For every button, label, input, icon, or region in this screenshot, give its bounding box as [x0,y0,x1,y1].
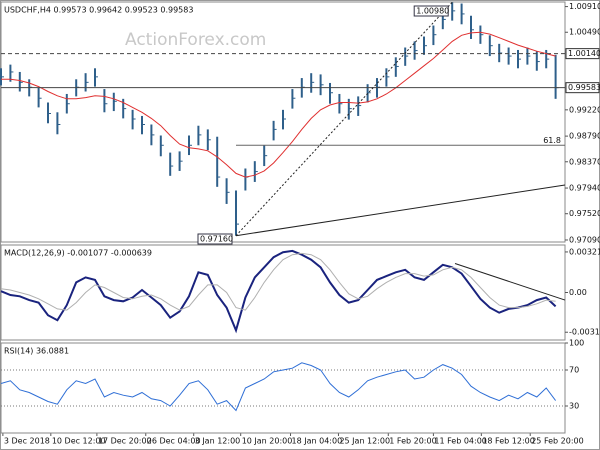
x-tick-label: 1 Feb 20:00 [389,437,436,446]
x-tick-label: 18 Feb 12:00 [482,437,534,446]
y-tick-label: 0.98790 [569,132,600,141]
y-tick-label: 100 [569,339,584,348]
x-tick-label: 10 Jan 20:00 [242,437,293,446]
fib-label: 61.8 [543,136,561,145]
annotation-label: 0.97160 [200,235,233,244]
y-tick-label: 0.98370 [569,157,600,166]
x-tick-label: 17 Dec 20:00 [98,437,152,446]
x-tick-label: 10 Dec 12:00 [52,437,106,446]
watermark: ActionForex.com [125,30,266,50]
x-tick-label: 26 Dec 04:00 [147,437,201,446]
series-line [0,252,556,311]
x-tick-label: 3 Jan 12:00 [195,437,241,446]
y-tick-label: 1.00910 [569,2,600,11]
y-tick-label: -0.003153 [569,328,600,337]
level-label: 0.99583 [568,83,600,92]
trendline [235,184,566,237]
x-tick-label: 11 Feb 04:00 [434,437,486,446]
y-tick-label: 0.99220 [569,105,600,114]
series-line [0,249,557,334]
trendline [454,263,566,301]
trendline [235,1,453,237]
panel [0,1,566,243]
y-tick-label: 0.00 [569,288,587,297]
x-tick-label: 25 Jan 12:00 [339,437,390,446]
x-tick-label: 18 Jan 04:00 [292,437,343,446]
level-label: 1.00140 [568,49,600,58]
moving-average [1,31,556,178]
annotation-box [197,233,233,245]
series-line [0,362,557,412]
y-tick-label: 1.00490 [569,28,600,37]
x-tick-label: 25 Feb 20:00 [531,437,583,446]
x-tick-label: 3 Dec 2018 [4,437,50,446]
panel-title: RSI(14) 36.0881 [4,347,69,356]
y-tick-label: 0.003219 [569,247,600,256]
annotation-label: 1.00980 [416,7,449,16]
y-tick-label: 0.97520 [569,209,600,218]
y-tick-label: 0.97090 [569,235,600,244]
y-tick-label: 0.97940 [569,184,600,193]
level-box [565,48,600,60]
panel-title: USDCHF,H4 0.99573 0.99642 0.99523 0.9958… [4,6,193,15]
panel [0,342,566,434]
annotation-box [413,5,449,17]
level-box [565,82,600,94]
y-tick-label: 70 [569,366,579,375]
panel-title: MACD(12,26,9) -0.001077 -0.000639 [4,249,152,258]
y-tick-label: 30 [569,402,579,411]
